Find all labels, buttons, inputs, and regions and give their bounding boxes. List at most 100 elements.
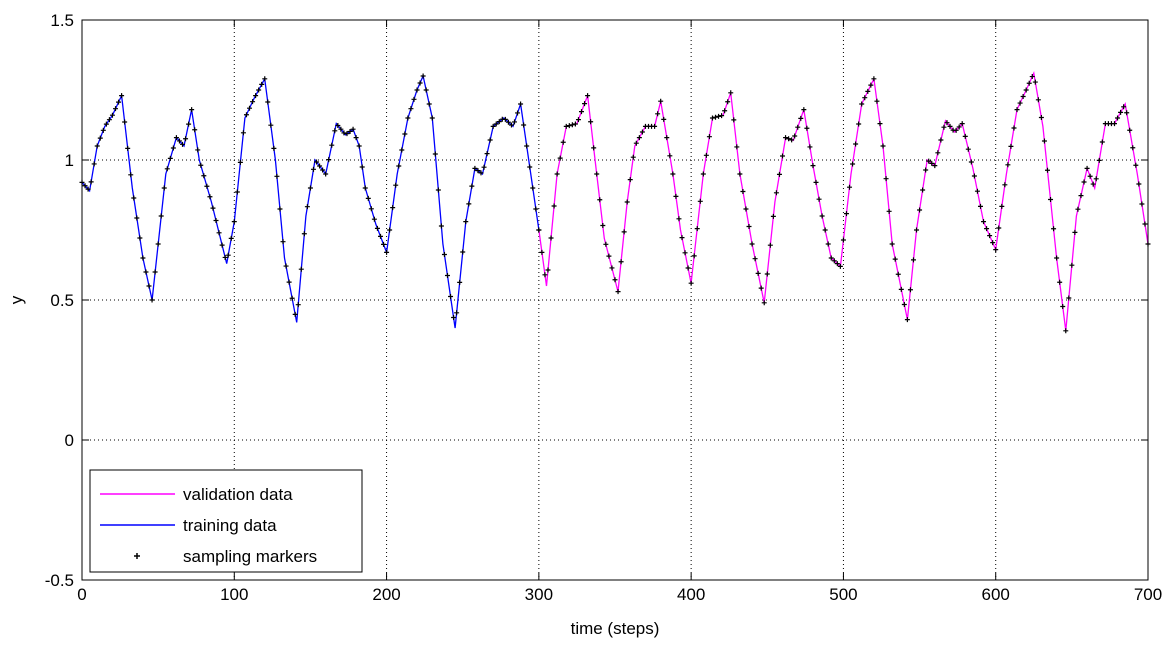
sampling-marker (968, 159, 974, 165)
sampling-marker (764, 271, 770, 277)
sampling-marker (384, 249, 390, 255)
sampling-marker (204, 183, 210, 189)
sampling-marker (240, 130, 246, 136)
sampling-marker (853, 141, 859, 147)
sampling-marker (898, 286, 904, 292)
sampling-marker (448, 294, 454, 299)
sampling-marker (932, 163, 938, 169)
sampling-marker (539, 249, 545, 255)
sampling-marker (895, 271, 901, 277)
sampling-marker (247, 105, 253, 111)
sampling-marker (944, 120, 950, 126)
sampling-marker (938, 137, 944, 143)
sampling-marker (706, 134, 712, 140)
sampling-marker (770, 213, 776, 219)
sampling-marker (752, 256, 758, 262)
sampling-marker (816, 196, 822, 202)
sampling-marker (131, 195, 137, 201)
sampling-marker (780, 153, 786, 159)
sampling-marker (971, 173, 977, 179)
sampling-marker (822, 227, 828, 233)
sampling-marker (286, 279, 292, 285)
sampling-marker (256, 87, 262, 93)
sampling-marker (271, 145, 277, 151)
sampling-marker (856, 121, 862, 127)
sampling-marker (432, 151, 438, 157)
axis-ticks (81, 19, 1149, 581)
sampling-marker (356, 143, 362, 149)
sampling-marker (792, 133, 798, 139)
sampling-marker (883, 176, 889, 182)
sampling-marker (88, 179, 94, 185)
sampling-marker (606, 253, 612, 259)
sampling-marker (180, 141, 186, 147)
sampling-marker (335, 122, 341, 128)
sampling-marker (387, 227, 393, 233)
sampling-marker (94, 143, 100, 149)
sampling-marker (259, 81, 265, 87)
sampling-marker (195, 147, 201, 153)
sampling-marker (1069, 262, 1075, 268)
sampling-marker (688, 280, 694, 286)
sampling-marker (527, 164, 533, 170)
sampling-marker (850, 161, 856, 167)
sampling-marker (402, 131, 408, 137)
sampling-marker (420, 73, 426, 79)
sampling-marker (515, 110, 521, 116)
sampling-marker (237, 159, 243, 165)
sampling-marker (904, 317, 910, 323)
sampling-marker (170, 145, 176, 151)
sampling-marker (993, 247, 999, 253)
sampling-marker (877, 121, 883, 127)
sampling-marker (551, 203, 557, 209)
sampling-marker (417, 80, 423, 86)
sampling-marker (332, 128, 338, 134)
sampling-marker (947, 123, 953, 129)
sampling-marker (591, 145, 597, 151)
sampling-marker (457, 279, 463, 285)
legend: validation data training data sampling mar… (89, 469, 363, 573)
sampling-marker (941, 124, 947, 130)
sampling-marker (713, 114, 719, 120)
sampling-marker (371, 216, 377, 222)
sampling-marker (228, 235, 234, 241)
sampling-marker (847, 184, 853, 190)
sampling-marker (338, 126, 344, 132)
sampling-markers (79, 73, 1151, 334)
sampling-marker (755, 270, 761, 276)
sampling-marker (974, 188, 980, 194)
sampling-marker (731, 117, 737, 123)
sampling-marker (231, 219, 237, 225)
sampling-marker (341, 130, 347, 136)
sampling-marker (825, 241, 831, 247)
sampling-marker (603, 241, 609, 247)
sampling-marker (134, 215, 140, 221)
sampling-marker (920, 187, 926, 193)
sampling-marker (441, 252, 447, 257)
sampling-marker (1041, 138, 1047, 144)
sampling-marker (463, 219, 469, 225)
sampling-marker (533, 206, 539, 212)
x-tick-labels: 0 100 200 300 400 500 600 700 (77, 585, 1162, 604)
sampling-marker (786, 136, 792, 142)
y-tick-label: 1.5 (50, 11, 74, 30)
sampling-marker (621, 229, 627, 235)
sampling-marker (679, 235, 685, 241)
sampling-marker (377, 233, 383, 239)
sampling-marker (307, 185, 313, 191)
sampling-marker (682, 250, 688, 256)
sampling-marker (959, 121, 965, 127)
sampling-marker (490, 123, 496, 129)
sampling-marker (673, 193, 679, 199)
sampling-marker (152, 269, 158, 275)
sampling-marker (323, 171, 329, 177)
sampling-marker (530, 185, 536, 191)
sampling-marker (962, 133, 968, 139)
sampling-marker (253, 93, 259, 99)
sampling-marker (222, 254, 228, 260)
sampling-marker (1081, 179, 1087, 185)
sampling-marker (350, 126, 356, 132)
sampling-marker (658, 98, 664, 104)
